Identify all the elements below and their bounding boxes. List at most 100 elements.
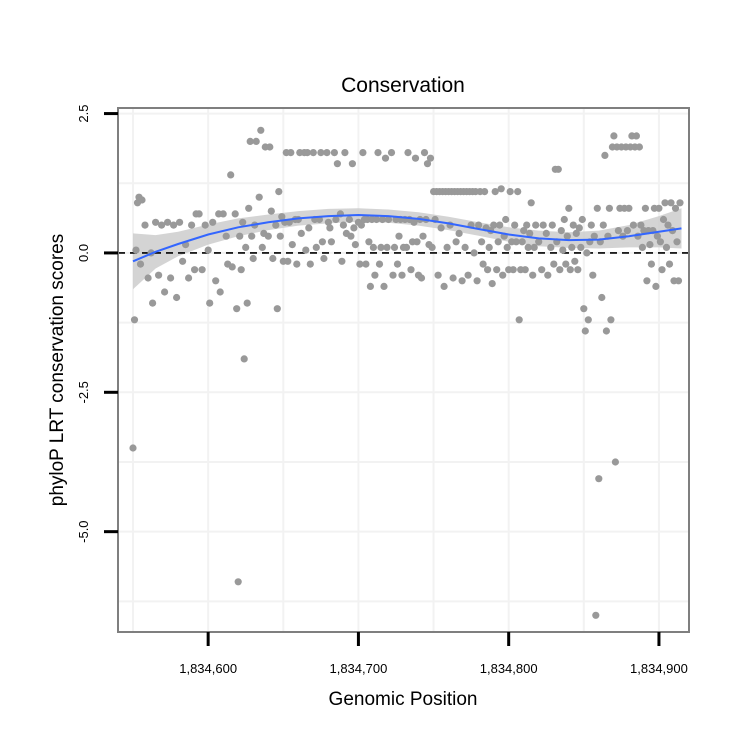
data-point bbox=[359, 149, 367, 157]
data-point bbox=[523, 221, 531, 229]
data-point bbox=[659, 215, 668, 224]
data-point bbox=[625, 204, 633, 212]
data-point bbox=[402, 243, 411, 251]
data-point bbox=[470, 249, 478, 257]
data-point bbox=[390, 243, 399, 251]
data-point bbox=[129, 444, 137, 452]
data-point bbox=[502, 215, 510, 224]
data-point bbox=[443, 243, 451, 251]
data-point bbox=[164, 218, 172, 226]
data-point bbox=[284, 257, 292, 265]
data-point bbox=[407, 266, 415, 274]
data-point bbox=[563, 232, 571, 240]
data-point bbox=[383, 243, 391, 251]
data-point bbox=[350, 224, 358, 232]
data-point bbox=[605, 204, 614, 212]
data-point bbox=[562, 260, 570, 268]
y-tick-label: 2.5 bbox=[76, 105, 91, 123]
data-point bbox=[658, 266, 666, 274]
data-point bbox=[509, 266, 517, 274]
data-point bbox=[506, 188, 514, 196]
data-point bbox=[332, 215, 340, 224]
data-point bbox=[374, 149, 382, 157]
data-point bbox=[581, 327, 589, 335]
plot-border bbox=[117, 107, 690, 633]
data-point bbox=[410, 218, 418, 226]
data-point bbox=[249, 254, 257, 263]
data-point bbox=[161, 288, 169, 296]
data-point bbox=[227, 171, 235, 179]
data-point bbox=[587, 221, 595, 229]
data-point bbox=[494, 238, 502, 246]
data-point bbox=[578, 215, 586, 224]
data-point bbox=[529, 271, 537, 279]
data-point bbox=[198, 266, 206, 274]
data-point bbox=[599, 221, 607, 229]
data-point bbox=[602, 327, 611, 335]
data-point bbox=[240, 355, 248, 363]
data-point bbox=[152, 218, 160, 226]
data-point bbox=[237, 266, 245, 274]
confidence-ribbon bbox=[133, 208, 682, 290]
data-point bbox=[589, 271, 597, 279]
x-axis: 1,834,600 1,834,700 1,834,800 1,834,900 bbox=[179, 632, 688, 676]
data-point bbox=[255, 193, 263, 201]
data-point bbox=[372, 215, 381, 224]
data-point bbox=[637, 221, 645, 229]
data-point bbox=[490, 221, 498, 229]
data-point bbox=[565, 204, 573, 212]
data-point bbox=[544, 271, 552, 279]
y-axis-title: phyloP LRT conservation scores bbox=[47, 234, 68, 507]
plot-panel bbox=[118, 108, 689, 632]
data-point bbox=[228, 263, 236, 271]
data-point bbox=[560, 215, 568, 224]
data-point bbox=[318, 238, 326, 246]
data-point bbox=[417, 274, 426, 282]
data-point bbox=[478, 238, 486, 246]
data-point bbox=[204, 246, 212, 254]
data-point bbox=[623, 227, 632, 235]
plot-area bbox=[117, 107, 690, 633]
data-point bbox=[420, 149, 429, 157]
data-point bbox=[387, 149, 396, 157]
data-point bbox=[661, 199, 669, 207]
data-point bbox=[647, 260, 656, 268]
data-point bbox=[671, 204, 680, 212]
data-point bbox=[496, 221, 504, 229]
data-point bbox=[673, 238, 681, 246]
data-point bbox=[530, 243, 538, 251]
data-point bbox=[665, 260, 674, 268]
data-point bbox=[479, 260, 487, 268]
data-point bbox=[219, 210, 227, 218]
data-point bbox=[216, 288, 224, 296]
data-point bbox=[426, 154, 435, 162]
data-point bbox=[233, 305, 241, 313]
data-point bbox=[141, 221, 149, 229]
data-point bbox=[176, 218, 184, 226]
data-point bbox=[611, 458, 620, 466]
data-point bbox=[324, 218, 332, 226]
data-point bbox=[345, 215, 353, 224]
data-point bbox=[246, 137, 254, 145]
data-point bbox=[662, 243, 671, 251]
chart-title: Conservation bbox=[341, 74, 465, 97]
data-point bbox=[411, 154, 420, 162]
data-point bbox=[550, 260, 558, 268]
data-point bbox=[248, 232, 256, 240]
data-point bbox=[515, 316, 523, 324]
data-point bbox=[526, 229, 534, 237]
data-point bbox=[655, 204, 663, 212]
data-point bbox=[266, 143, 274, 151]
data-point bbox=[521, 266, 529, 274]
data-point bbox=[389, 271, 397, 279]
data-point bbox=[638, 243, 647, 251]
data-point bbox=[302, 246, 310, 254]
data-point bbox=[419, 232, 427, 240]
y-tick-label: 0.0 bbox=[76, 244, 91, 262]
data-point bbox=[258, 243, 266, 251]
data-point bbox=[138, 196, 146, 204]
data-point bbox=[547, 243, 555, 251]
data-point bbox=[548, 221, 556, 229]
data-point bbox=[652, 282, 660, 290]
data-point bbox=[378, 215, 387, 224]
